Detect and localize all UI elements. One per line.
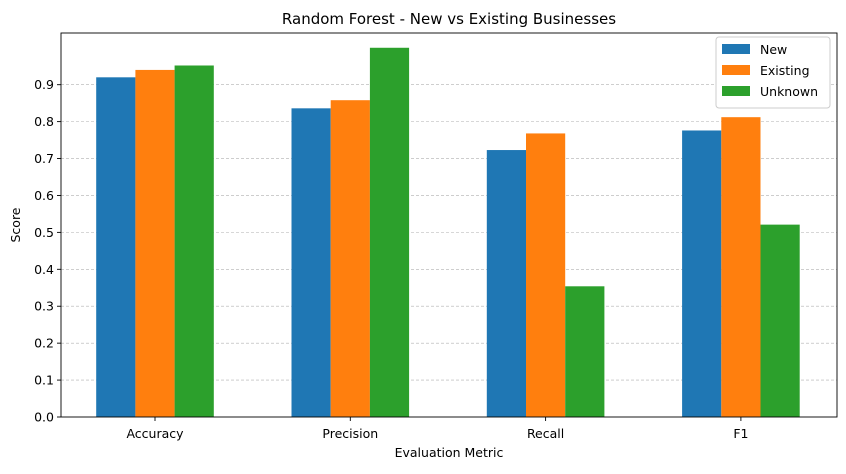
bar-unknown-recall [565, 286, 605, 417]
bar-unknown-f1 [760, 224, 800, 417]
bar-new-recall [486, 150, 526, 418]
y-axis-label: Score [8, 207, 23, 242]
x-tick-label: Precision [322, 426, 378, 441]
y-tick-label: 0.3 [34, 299, 54, 314]
y-tick-label: 0.6 [34, 188, 54, 203]
bar-new-f1 [682, 130, 722, 417]
x-tick-label: Accuracy [126, 426, 184, 441]
legend-label-unknown: Unknown [760, 84, 818, 99]
bar-existing-recall [526, 133, 566, 417]
x-tick-label: F1 [733, 426, 748, 441]
y-tick-label: 0.1 [34, 373, 54, 388]
chart-title: Random Forest - New vs Existing Business… [282, 10, 616, 28]
x-tick-label: Recall [527, 426, 564, 441]
legend-swatch-new [722, 44, 750, 54]
legend-label-new: New [760, 42, 787, 57]
bar-unknown-accuracy [174, 65, 214, 417]
axes-layer: 0.0 0.1 0.2 0.3 0.4 0.5 0.6 0.7 0.8 0.9 Accuracy Pr… [34, 32, 838, 441]
bar-existing-precision [330, 100, 370, 417]
bar-existing-accuracy [135, 69, 175, 417]
x-axis-label: Evaluation Metric [395, 445, 504, 460]
y-tick-label: 0.9 [34, 77, 54, 92]
legend: New Existing Unknown [715, 36, 831, 109]
bar-new-precision [291, 108, 331, 418]
y-tick-label: 0.0 [34, 410, 54, 425]
y-tick-label: 0.8 [34, 114, 54, 129]
legend-swatch-existing [722, 65, 750, 75]
plot-frame [60, 32, 838, 418]
legend-label-existing: Existing [760, 63, 810, 78]
y-tick-label: 0.2 [34, 336, 54, 351]
bar-existing-f1 [721, 117, 761, 417]
y-tick-label: 0.5 [34, 225, 54, 240]
bar-new-accuracy [96, 77, 136, 418]
bars-layer [96, 47, 800, 418]
bar-unknown-precision [369, 47, 410, 418]
y-tick-label: 0.7 [34, 151, 54, 166]
y-tick-label: 0.4 [34, 262, 54, 277]
legend-swatch-unknown [722, 86, 750, 96]
